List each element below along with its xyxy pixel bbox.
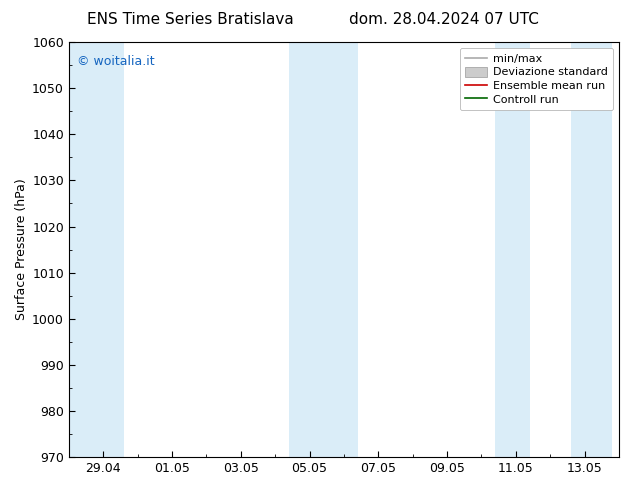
Text: dom. 28.04.2024 07 UTC: dom. 28.04.2024 07 UTC [349,12,539,27]
Text: ENS Time Series Bratislava: ENS Time Series Bratislava [87,12,294,27]
Bar [289,42,358,457]
Text: © woitalia.it: © woitalia.it [77,54,155,68]
Bar [571,42,612,457]
Bar [495,42,529,457]
Bar [69,42,124,457]
Legend: min/max, Deviazione standard, Ensemble mean run, Controll run: min/max, Deviazione standard, Ensemble m… [460,48,614,110]
Y-axis label: Surface Pressure (hPa): Surface Pressure (hPa) [15,179,28,320]
